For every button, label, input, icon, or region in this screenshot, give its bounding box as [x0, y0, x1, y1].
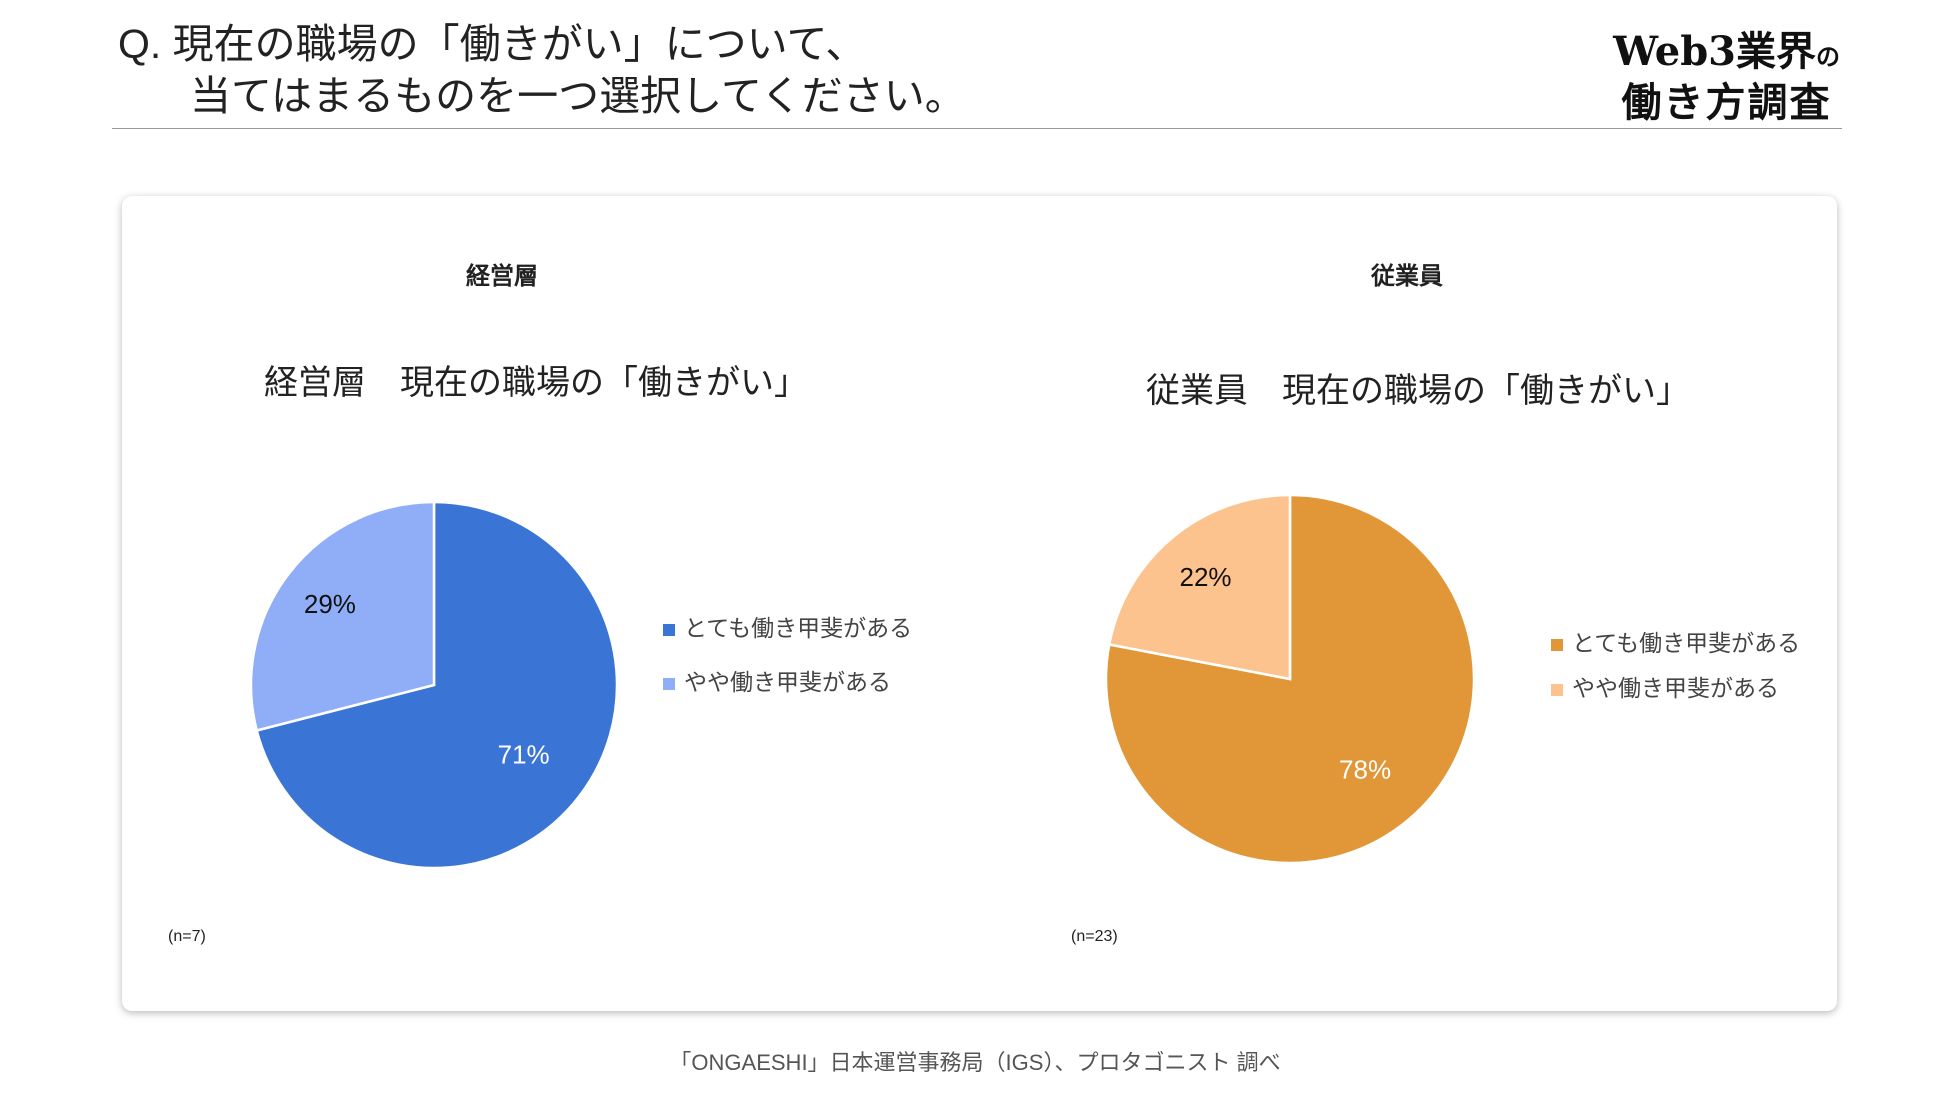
- slice-data-label: 29%: [304, 589, 356, 619]
- sample-size-note: (n=7): [168, 928, 206, 945]
- legend-swatch: [663, 678, 675, 690]
- header-divider: [112, 128, 1842, 129]
- legend-label: やや働き甲斐がある: [684, 669, 891, 695]
- pie-slice: [249, 500, 436, 733]
- legend-swatch: [1551, 684, 1563, 696]
- logo-line-1: Web3業界: [1613, 28, 1816, 75]
- pie-slice: [1107, 493, 1292, 681]
- question-text: Q. 現在の職場の「働きがい」について、 当てはまるものを一つ選択してください。: [118, 18, 966, 122]
- panel-heading: 経営層: [466, 262, 538, 290]
- panel-heading: 従業員: [1370, 262, 1443, 290]
- pie-slice: [1104, 493, 1476, 865]
- legend-label: とても働き甲斐がある: [684, 615, 912, 641]
- sample-size-note: (n=23): [1071, 928, 1118, 945]
- slice-data-label: 22%: [1180, 562, 1232, 592]
- survey-logo: Web3業界の 働き方調査: [1613, 30, 1840, 127]
- slice-data-label: 78%: [1339, 755, 1391, 785]
- pie-slice: [255, 500, 619, 870]
- source-credit: 「ONGAESHI」日本運営事務局（IGS）、プロタゴニスト 調べ: [669, 1050, 1281, 1075]
- legend-swatch: [1551, 639, 1563, 651]
- legend-label: とても働き甲斐がある: [1572, 630, 1800, 656]
- question-line-2: 当てはまるものを一つ選択してください。: [190, 73, 966, 119]
- question-line-1: Q. 現在の職場の「働きがい」について、: [118, 21, 867, 67]
- chart-title: 従業員 現在の職場の「働きがい」: [1146, 372, 1690, 410]
- slice-data-label: 71%: [498, 740, 550, 770]
- legend-swatch: [663, 624, 675, 636]
- legend-label: やや働き甲斐がある: [1572, 675, 1779, 701]
- chart-title: 経営層 現在の職場の「働きがい」: [264, 364, 808, 402]
- logo-line-2: 働き方調査: [1621, 79, 1832, 126]
- logo-line-1-suffix: の: [1816, 42, 1840, 71]
